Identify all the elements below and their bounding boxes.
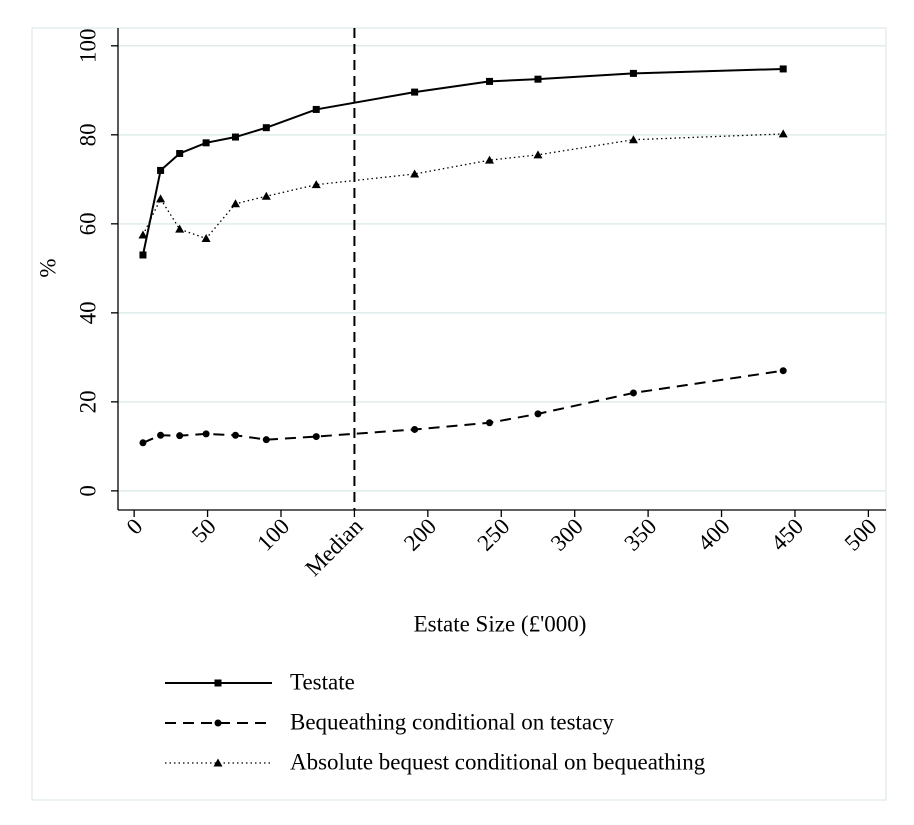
x-tick-label: 200 <box>399 514 441 556</box>
data-point <box>534 75 542 83</box>
x-tick-label: Median <box>300 513 368 581</box>
data-point <box>230 199 240 208</box>
x-tick-label: 100 <box>252 514 294 556</box>
data-point <box>176 150 184 158</box>
data-point <box>410 169 420 178</box>
x-tick-label: 350 <box>619 514 661 556</box>
legend-label: Testate <box>290 669 355 694</box>
data-point <box>262 124 270 132</box>
data-point <box>201 234 211 243</box>
x-tick-label: 0 <box>122 514 148 540</box>
y-tick-label: 80 <box>75 123 100 146</box>
data-point <box>231 431 239 439</box>
y-tick-label: 0 <box>75 485 100 497</box>
data-point <box>311 180 321 189</box>
series-line <box>142 369 784 444</box>
x-tick-label: 250 <box>472 514 514 556</box>
x-tick-label: 450 <box>766 514 808 556</box>
legend-marker <box>214 719 222 727</box>
data-point <box>176 432 184 440</box>
data-point <box>175 224 185 233</box>
data-point <box>533 150 543 159</box>
data-point <box>231 133 239 141</box>
data-point <box>157 431 165 439</box>
data-point <box>485 155 495 164</box>
frame <box>31 27 887 801</box>
data-point <box>779 65 787 73</box>
legend-label: Absolute bequest conditional on bequeath… <box>290 749 706 774</box>
y-tick-label: 40 <box>75 301 100 324</box>
data-point <box>486 77 494 85</box>
x-tick-label: 50 <box>187 514 221 548</box>
x-axis-label: Estate Size (£'000) <box>414 611 587 636</box>
series-line <box>141 67 784 256</box>
data-point <box>411 88 419 96</box>
data-point <box>411 425 419 433</box>
legend-marker <box>214 679 222 687</box>
x-tick-label: 300 <box>546 514 588 556</box>
data-point <box>139 439 147 447</box>
data-point <box>629 389 637 397</box>
legend-label: Bequeathing conditional on testacy <box>290 709 614 734</box>
data-point <box>534 410 542 418</box>
data-point <box>156 194 166 203</box>
data-point <box>261 191 271 200</box>
y-tick-label: 20 <box>75 390 100 413</box>
data-point <box>779 367 787 375</box>
data-point <box>312 433 320 441</box>
data-point <box>139 251 147 259</box>
x-tick-label: 500 <box>840 514 882 556</box>
y-axis-label: % <box>35 258 60 277</box>
data-point <box>778 129 788 138</box>
legend-marker <box>213 758 223 767</box>
data-point <box>202 430 210 438</box>
y-tick-label: 100 <box>75 29 100 64</box>
data-point <box>138 230 148 239</box>
series-line <box>142 133 784 240</box>
data-point <box>157 166 165 174</box>
data-point <box>486 419 494 427</box>
data-point <box>312 105 320 113</box>
x-tick-label: 400 <box>693 514 735 556</box>
data-point <box>262 436 270 444</box>
data-point <box>628 135 638 144</box>
data-point <box>202 139 210 147</box>
data-point <box>629 69 637 77</box>
y-tick-label: 60 <box>75 212 100 235</box>
